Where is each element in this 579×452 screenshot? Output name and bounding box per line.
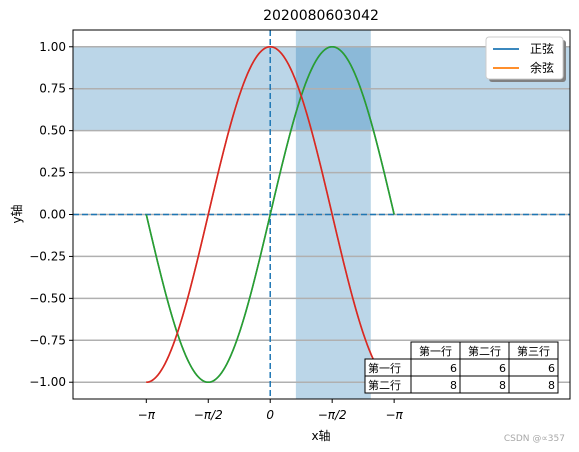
table-cell-value: 6: [499, 362, 506, 375]
y-tick-label: 1.00: [39, 40, 66, 54]
legend-label: 余弦: [530, 60, 554, 75]
series-lines: [145, 45, 395, 384]
y-tick-label: 0.50: [39, 124, 66, 138]
x-tick-label: 0: [266, 408, 274, 422]
table-cell-value: 6: [548, 362, 555, 375]
table-cell-value: 6: [450, 362, 457, 375]
watermark: CSDN @∝357: [503, 434, 565, 444]
x-axis-ticks: −π −π/2 0 −π/2 −π: [138, 399, 404, 422]
x-tick-label: −π: [138, 408, 156, 422]
series-line-3: [145, 45, 395, 384]
x-tick-label: −π/2: [318, 408, 347, 422]
chart-title: 2020080603042: [263, 8, 379, 24]
table-cell: [508, 375, 559, 394]
table-cell-value: 8: [450, 379, 457, 392]
x-tick-label: −π/2: [194, 408, 223, 422]
y-tick-label: 0.00: [39, 208, 66, 222]
y-tick-label: −0.50: [29, 291, 66, 305]
series-line-4: [146, 45, 395, 384]
y-tick-label: −0.25: [29, 249, 66, 263]
table-header-label: 第一行: [419, 344, 452, 358]
x-axis-label: x轴: [311, 428, 330, 443]
table-row-label: 第二行: [368, 378, 401, 392]
y-tick-label: 0.75: [39, 82, 66, 96]
table-header-label: 第二行: [468, 344, 501, 358]
table-cell-value: 8: [499, 379, 506, 392]
y-axis-ticks: 1.00 0.75 0.50 0.25 0.00 −0.25 −0.50 −0.75 −1.00: [29, 40, 73, 389]
y-tick-label: −1.00: [29, 375, 66, 389]
table-header-label: 第三行: [517, 344, 550, 358]
y-tick-label: 0.25: [39, 166, 66, 180]
legend-label: 正弦: [530, 41, 554, 56]
x-tick-label: −π: [385, 408, 403, 422]
table-row-label: 第一行: [368, 361, 401, 375]
y-axis-label: y轴: [9, 204, 24, 223]
table-cell-value: 8: [548, 379, 555, 392]
y-tick-label: −0.75: [29, 333, 66, 347]
